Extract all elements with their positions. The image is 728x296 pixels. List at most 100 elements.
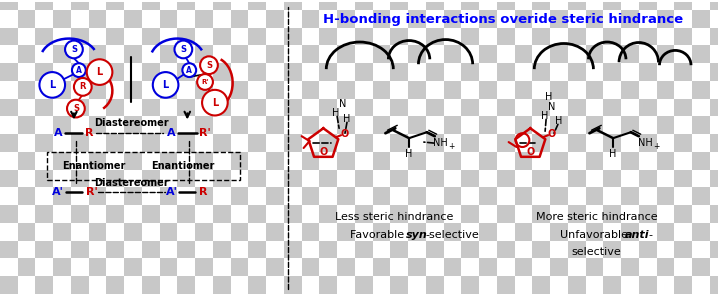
Text: More steric hindrance: More steric hindrance — [536, 212, 657, 222]
Bar — [515, 258, 532, 276]
Text: NH: NH — [433, 138, 448, 148]
Bar — [568, 205, 585, 223]
Bar — [692, 46, 710, 63]
Bar — [53, 46, 71, 63]
Bar — [248, 28, 266, 46]
Bar — [585, 46, 604, 63]
Bar — [657, 10, 674, 28]
Bar — [515, 116, 532, 134]
Bar — [550, 81, 568, 99]
Bar — [657, 116, 674, 134]
Bar — [266, 187, 284, 205]
Text: N: N — [548, 102, 555, 112]
Text: O: O — [548, 129, 556, 139]
Text: H: H — [545, 92, 553, 102]
Bar — [462, 28, 479, 46]
Bar — [124, 116, 142, 134]
Bar — [231, 46, 248, 63]
Bar — [462, 170, 479, 187]
Text: A: A — [54, 128, 63, 138]
Bar — [373, 258, 390, 276]
Text: H: H — [542, 112, 549, 121]
Bar — [320, 276, 337, 294]
Bar — [231, 258, 248, 276]
Text: Favorable: Favorable — [350, 230, 408, 240]
Text: A: A — [76, 66, 82, 75]
Bar — [178, 28, 195, 46]
Circle shape — [39, 72, 65, 98]
Bar — [408, 152, 426, 170]
Bar — [337, 46, 355, 63]
Bar — [585, 187, 604, 205]
Bar — [532, 63, 550, 81]
Bar — [515, 46, 532, 63]
Bar — [213, 205, 231, 223]
Bar — [301, 258, 320, 276]
Bar — [53, 81, 71, 99]
Bar — [568, 63, 585, 81]
Bar — [657, 223, 674, 241]
Bar — [284, 99, 301, 116]
Text: H: H — [333, 109, 340, 118]
Bar — [657, 152, 674, 170]
Bar — [408, 81, 426, 99]
Text: selective: selective — [571, 247, 621, 258]
Text: L: L — [162, 80, 169, 90]
Bar — [142, 276, 159, 294]
Bar — [301, 187, 320, 205]
Bar — [142, 0, 159, 10]
Bar — [621, 81, 638, 99]
Circle shape — [175, 41, 192, 58]
Bar — [0, 276, 17, 294]
Bar — [337, 152, 355, 170]
Bar — [674, 134, 692, 152]
Bar — [301, 81, 320, 99]
Bar — [213, 0, 231, 10]
Text: R: R — [199, 187, 207, 197]
Bar — [408, 46, 426, 63]
Bar — [178, 63, 195, 81]
Bar — [373, 116, 390, 134]
Bar — [320, 241, 337, 258]
Bar — [515, 152, 532, 170]
Text: H: H — [609, 149, 617, 159]
Bar — [550, 258, 568, 276]
Bar — [36, 205, 53, 223]
Bar — [408, 10, 426, 28]
Text: -selective: -selective — [426, 230, 480, 240]
Bar — [692, 116, 710, 134]
Bar — [373, 187, 390, 205]
Bar — [266, 46, 284, 63]
Bar — [71, 205, 89, 223]
Text: R: R — [85, 128, 94, 138]
Bar — [604, 63, 621, 81]
Bar — [496, 205, 515, 223]
Bar — [692, 187, 710, 205]
Text: O: O — [341, 129, 349, 139]
Bar — [71, 241, 89, 258]
Bar — [710, 0, 727, 10]
Bar — [53, 258, 71, 276]
Bar — [266, 258, 284, 276]
Bar — [53, 152, 71, 170]
Circle shape — [72, 63, 86, 77]
Bar — [657, 81, 674, 99]
Bar — [301, 10, 320, 28]
Bar — [426, 99, 443, 116]
Bar — [320, 205, 337, 223]
Bar — [496, 28, 515, 46]
Bar — [692, 81, 710, 99]
Text: anti: anti — [625, 230, 649, 240]
Bar — [390, 170, 408, 187]
Bar — [248, 0, 266, 10]
Bar — [604, 170, 621, 187]
Bar — [550, 152, 568, 170]
Bar — [284, 63, 301, 81]
Bar — [585, 223, 604, 241]
Bar — [426, 205, 443, 223]
Text: S: S — [206, 61, 212, 70]
Bar — [426, 276, 443, 294]
Bar — [462, 99, 479, 116]
Circle shape — [153, 72, 178, 98]
Text: L: L — [49, 80, 55, 90]
